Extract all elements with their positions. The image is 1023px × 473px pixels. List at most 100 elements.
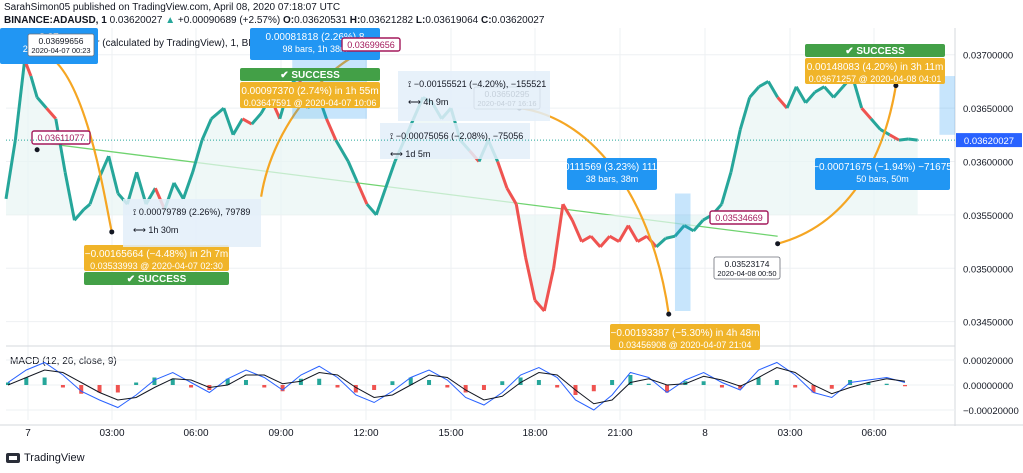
y-tick-label: 0.03450000: [963, 318, 1013, 329]
macd-histogram-bar: [152, 377, 157, 385]
current-price-tag-text: 0.03620027: [964, 136, 1014, 147]
success-badge-bg: [240, 68, 380, 81]
high-value: 0.03621282: [360, 15, 414, 26]
price-segment: [88, 176, 101, 205]
price-label-tag-bg: [31, 130, 91, 145]
price-segment: [356, 182, 369, 205]
x-tick-label: 12:00: [353, 428, 378, 439]
x-tick-label: 06:00: [183, 428, 208, 439]
macd-histogram-bar: [408, 377, 413, 385]
macd-histogram-bar: [445, 385, 450, 388]
macd-histogram-bar: [335, 385, 340, 388]
measure-box: ⟟ 0.00079789 (2.26%), 79789 ⟷ 1h 30m: [123, 199, 261, 247]
publisher-text: SarahSimon05 published on TradingView.co…: [4, 2, 341, 13]
y-tick-label: 0.03650000: [963, 104, 1013, 115]
macd-histogram-bar: [317, 378, 322, 385]
price-segment: [384, 160, 397, 189]
pivot-dot: [775, 241, 781, 247]
price-segment: [29, 75, 39, 98]
macd-histogram-bar: [225, 378, 230, 385]
price-segment: [346, 160, 359, 184]
footer-brand: TradingView: [24, 452, 85, 464]
macd-histogram-bar: [829, 385, 834, 389]
price-segment: [496, 160, 509, 189]
x-tick-label: 7: [25, 428, 31, 439]
macd-histogram-bar: [463, 385, 468, 393]
success-badge: ✔ SUCCESS: [84, 272, 229, 285]
chart-title: Cardano / US Dollar (calculated by Tradi…: [10, 38, 286, 49]
price-segment: [82, 203, 91, 211]
price-label-tag: 0.03699656: [341, 37, 401, 52]
price-segment: [13, 59, 27, 141]
price-note-price: 0.03523174: [725, 259, 770, 269]
price-note-bg: [713, 256, 781, 280]
range-label-orange-bg: [240, 82, 380, 108]
change-arrow-icon: ▲: [165, 15, 176, 26]
price-segment: [683, 224, 695, 233]
macd-tick-label: −0.00020000: [963, 406, 1019, 417]
measure-box-line2: ⟷ 4h 9m: [408, 97, 448, 107]
x-tick-label: 8: [702, 428, 708, 439]
price-label-tag-bg: [341, 37, 401, 52]
price-note-price: 0.03699656: [39, 36, 84, 46]
macd-histogram-bar: [646, 383, 651, 385]
macd-histogram-bar: [390, 381, 395, 385]
range-label-orange-text: 0.03647591 @ 2020-04-07 10:06: [244, 98, 377, 108]
macd-histogram-bar: [591, 385, 596, 392]
macd-histogram-bar: [793, 385, 798, 388]
header-line-2: BINANCE:ADAUSD, 1 0.03620027 ▲ +0.000906…: [4, 15, 544, 27]
price-chart[interactable]: 0.03700000 0.03650000 0.03600000 0.03550000…: [0, 28, 1023, 448]
macd-histogram-bar: [427, 380, 432, 385]
price-label-tag-text: 0.03611077: [38, 133, 85, 143]
range-label-blue-bg: [567, 158, 657, 190]
range-label-blue-text: −0.00071675 (−1.94%) −71675: [813, 162, 952, 173]
price-segment: [325, 118, 338, 141]
macd-histogram-bar: [500, 381, 505, 385]
macd-tick-label: 0.00020000: [963, 356, 1013, 367]
pivot-dot: [666, 311, 672, 317]
low-label: L:: [415, 15, 426, 26]
price-change: +0.00090689 (+2.57%): [177, 15, 281, 26]
macd-histogram-bar: [518, 377, 523, 385]
price-segment: [552, 203, 565, 269]
x-tick-label: 09:00: [268, 428, 293, 439]
range-label-orange-text: 0.03533993 @ 2020-04-07 02:30: [90, 261, 223, 271]
macd-histogram-bar: [610, 380, 615, 385]
macd-histogram-bar: [555, 385, 560, 388]
x-tick-label: 21:00: [607, 428, 632, 439]
measure-box-line2: ⟷ 1h 30m: [133, 225, 178, 235]
price-label-tag-bg: [709, 210, 769, 225]
orange-curve: [45, 53, 113, 233]
price-segment: [73, 208, 85, 222]
range-label-orange-text: −0.00193387 (−5.30%) in 4h 48m: [611, 328, 760, 339]
macd-histogram-bar: [811, 385, 816, 393]
price-segment: [673, 224, 686, 238]
price-segment: [767, 80, 779, 99]
range-label-orange-text: 0.03671257 @ 2020-04-08 04:01: [809, 74, 942, 84]
macd-histogram-bar: [665, 385, 670, 393]
price-segment: [720, 171, 733, 205]
macd-histogram-bar: [536, 380, 541, 385]
price-segment: [785, 86, 798, 109]
range-label-orange-text: 0.03456908 @ 2020-04-07 21:04: [619, 340, 752, 350]
macd-histogram-bar: [774, 380, 779, 385]
low-value: 0.03619064: [425, 15, 479, 26]
macd-histogram-bar: [866, 382, 871, 385]
price-segment: [334, 139, 350, 163]
measure-box-line1: ⟟ −0.00155521 (−4.20%), −155521: [408, 79, 546, 89]
range-label-orange: −0.00193387 (−5.30%) in 4h 48m0.03456908…: [610, 324, 760, 350]
price-segment: [514, 203, 528, 258]
price-segment: [505, 187, 518, 205]
price-segment: [4, 139, 17, 200]
price-segment: [608, 234, 620, 243]
price-segment: [250, 112, 263, 126]
pivot-dot: [109, 229, 115, 235]
y-tick-label: 0.03550000: [963, 211, 1013, 222]
x-tick-label: 18:00: [522, 428, 547, 439]
range-label-blue-text: 38 bars, 38m: [586, 174, 639, 184]
price-label-tag-text: 0.03534669: [715, 213, 763, 223]
high-label: H:: [349, 15, 361, 26]
open-value: 0.03620531: [294, 15, 347, 26]
